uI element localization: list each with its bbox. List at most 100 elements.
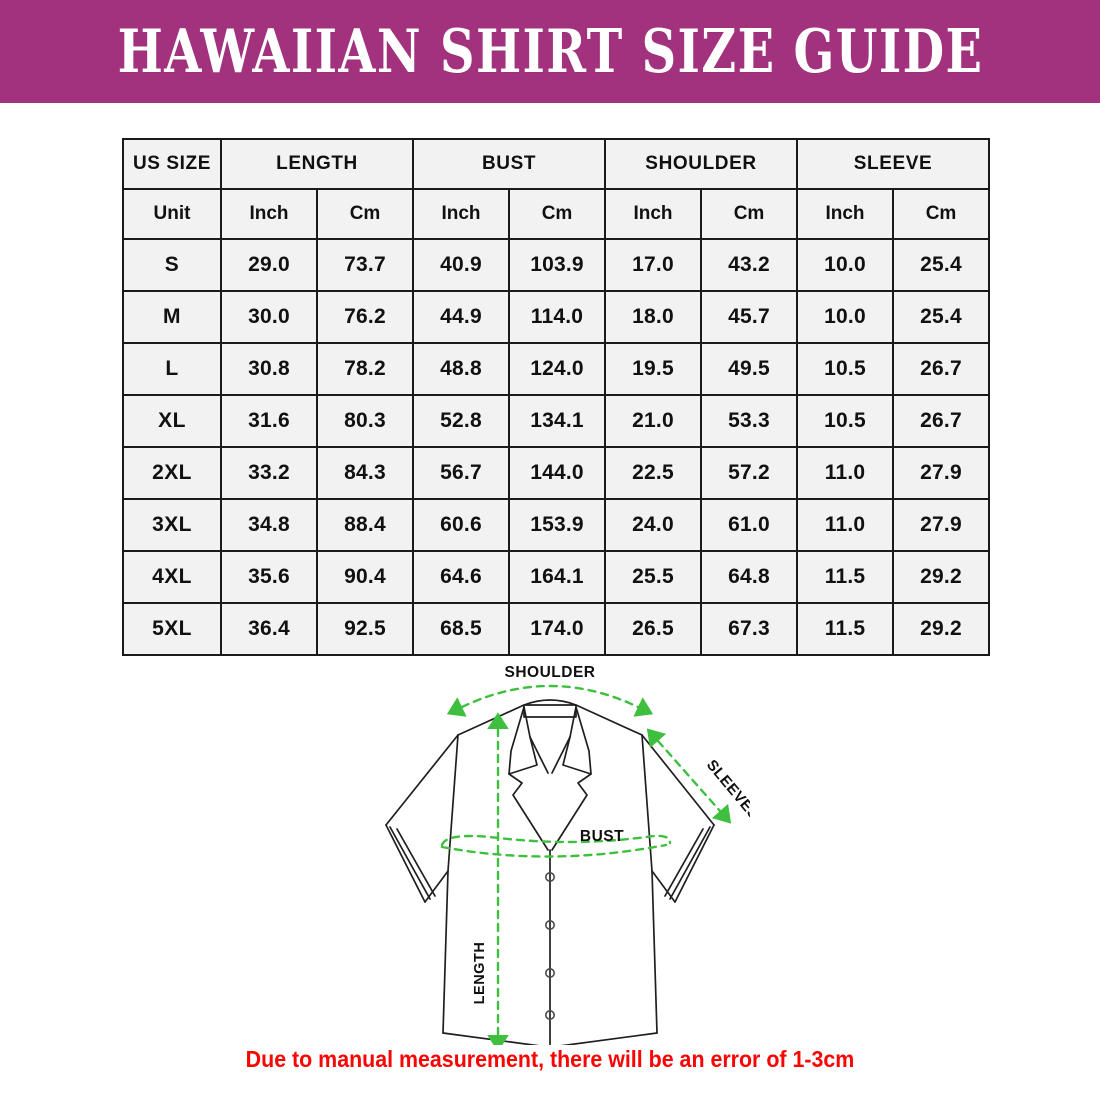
cell-bust-inch: 56.7 [414, 448, 508, 498]
unit-header-bust-cm: Cm [510, 190, 604, 238]
cell-shoulder-cm: 49.5 [702, 344, 797, 394]
unit-header-length-cm: Cm [318, 190, 412, 238]
group-header-bust: BUST [414, 140, 604, 188]
cell-length-cm: 80.3 [318, 396, 412, 446]
shirt-measurement-diagram: SHOULDER SLEEVES BUST LENGTH [370, 655, 750, 1045]
sleeves-measure-line [646, 728, 732, 824]
cell-sleeve-inch: 11.5 [798, 552, 893, 602]
cell-bust-cm: 144.0 [510, 448, 604, 498]
cell-shoulder-inch: 26.5 [606, 604, 700, 654]
cell-sleeve-cm: 27.9 [894, 500, 989, 550]
cell-sleeve-inch: 10.0 [798, 292, 893, 342]
cell-bust-cm: 164.1 [510, 552, 604, 602]
cell-length-inch: 31.6 [222, 396, 316, 446]
size-chart-container: US SIZE LENGTH BUST SHOULDER SLEEVE Unit… [122, 138, 991, 656]
cell-sleeve-inch: 10.5 [798, 396, 893, 446]
header-banner: Hawaiian Shirt Size Guide [0, 0, 1100, 103]
cell-size: L [124, 344, 220, 394]
cell-shoulder-inch: 22.5 [606, 448, 700, 498]
cell-bust-cm: 103.9 [510, 240, 604, 290]
size-chart-table: US SIZE LENGTH BUST SHOULDER SLEEVE Unit… [122, 138, 991, 656]
cell-sleeve-inch: 10.5 [798, 344, 893, 394]
cell-length-cm: 92.5 [318, 604, 412, 654]
cell-length-inch: 35.6 [222, 552, 316, 602]
group-header-sleeve: SLEEVE [798, 140, 989, 188]
table-group-header-row: US SIZE LENGTH BUST SHOULDER SLEEVE [124, 140, 989, 188]
cell-size: XL [124, 396, 220, 446]
bust-measure-line [440, 834, 672, 847]
cell-bust-cm: 114.0 [510, 292, 604, 342]
cell-sleeve-inch: 11.5 [798, 604, 893, 654]
cell-length-inch: 34.8 [222, 500, 316, 550]
cell-size: 2XL [124, 448, 220, 498]
measurement-disclaimer: Due to manual measurement, there will be… [245, 1046, 855, 1072]
cell-length-cm: 76.2 [318, 292, 412, 342]
unit-header-length-inch: Inch [222, 190, 316, 238]
shoulder-measure-line [446, 684, 654, 717]
measure-guides [440, 684, 732, 1045]
label-length: LENGTH [472, 942, 488, 1005]
cell-sleeve-inch: 10.0 [798, 240, 893, 290]
cell-length-cm: 78.2 [318, 344, 412, 394]
cell-bust-inch: 40.9 [414, 240, 508, 290]
cell-sleeve-cm: 25.4 [894, 292, 989, 342]
table-row: 2XL 33.2 84.3 56.7 144.0 22.5 57.2 11.0 … [124, 448, 989, 498]
cell-shoulder-inch: 24.0 [606, 500, 700, 550]
unit-header-unit: Unit [124, 190, 220, 238]
cell-sleeve-cm: 29.2 [894, 552, 989, 602]
shirt-buttons [545, 872, 556, 1020]
cell-size: S [124, 240, 220, 290]
group-header-shoulder: SHOULDER [606, 140, 797, 188]
cell-shoulder-inch: 17.0 [606, 240, 700, 290]
cell-bust-inch: 48.8 [414, 344, 508, 394]
cell-bust-inch: 64.6 [414, 552, 508, 602]
cell-length-inch: 36.4 [222, 604, 316, 654]
table-unit-header-row: Unit Inch Cm Inch Cm Inch Cm Inch Cm [124, 190, 989, 238]
unit-header-shoulder-cm: Cm [702, 190, 797, 238]
cell-sleeve-inch: 11.0 [798, 448, 893, 498]
label-sleeves: SLEEVES [703, 757, 750, 824]
cell-shoulder-cm: 43.2 [702, 240, 797, 290]
cell-shoulder-cm: 64.8 [702, 552, 797, 602]
cell-sleeve-cm: 25.4 [894, 240, 989, 290]
cell-shoulder-cm: 57.2 [702, 448, 797, 498]
table-row: 5XL 36.4 92.5 68.5 174.0 26.5 67.3 11.5 … [124, 604, 989, 654]
page-title: Hawaiian Shirt Size Guide [117, 16, 983, 87]
table-row: 4XL 35.6 90.4 64.6 164.1 25.5 64.8 11.5 … [124, 552, 989, 602]
unit-header-sleeve-cm: Cm [894, 190, 989, 238]
cell-length-cm: 73.7 [318, 240, 412, 290]
cell-shoulder-cm: 67.3 [702, 604, 797, 654]
cell-bust-cm: 124.0 [510, 344, 604, 394]
cell-length-cm: 84.3 [318, 448, 412, 498]
cell-size: M [124, 292, 220, 342]
group-header-us-size: US SIZE [124, 140, 220, 188]
bust-measure-line-lower [440, 843, 668, 858]
unit-header-shoulder-inch: Inch [606, 190, 700, 238]
cell-shoulder-cm: 61.0 [702, 500, 797, 550]
cell-bust-inch: 60.6 [414, 500, 508, 550]
cell-length-cm: 88.4 [318, 500, 412, 550]
cell-bust-cm: 153.9 [510, 500, 604, 550]
cell-sleeve-cm: 27.9 [894, 448, 989, 498]
cell-shoulder-inch: 25.5 [606, 552, 700, 602]
cell-bust-inch: 52.8 [414, 396, 508, 446]
cell-bust-cm: 134.1 [510, 396, 604, 446]
cell-sleeve-cm: 29.2 [894, 604, 989, 654]
table-row: 3XL 34.8 88.4 60.6 153.9 24.0 61.0 11.0 … [124, 500, 989, 550]
unit-header-sleeve-inch: Inch [798, 190, 893, 238]
table-row: S 29.0 73.7 40.9 103.9 17.0 43.2 10.0 25… [124, 240, 989, 290]
cell-shoulder-inch: 19.5 [606, 344, 700, 394]
cell-sleeve-cm: 26.7 [894, 344, 989, 394]
cell-length-inch: 29.0 [222, 240, 316, 290]
label-bust: BUST [580, 828, 624, 845]
cell-size: 5XL [124, 604, 220, 654]
cell-length-cm: 90.4 [318, 552, 412, 602]
cell-shoulder-inch: 21.0 [606, 396, 700, 446]
cell-length-inch: 30.8 [222, 344, 316, 394]
table-row: M 30.0 76.2 44.9 114.0 18.0 45.7 10.0 25… [124, 292, 989, 342]
cell-size: 3XL [124, 500, 220, 550]
table-row: L 30.8 78.2 48.8 124.0 19.5 49.5 10.5 26… [124, 344, 989, 394]
table-row: XL 31.6 80.3 52.8 134.1 21.0 53.3 10.5 2… [124, 396, 989, 446]
cell-bust-cm: 174.0 [510, 604, 604, 654]
cell-shoulder-inch: 18.0 [606, 292, 700, 342]
